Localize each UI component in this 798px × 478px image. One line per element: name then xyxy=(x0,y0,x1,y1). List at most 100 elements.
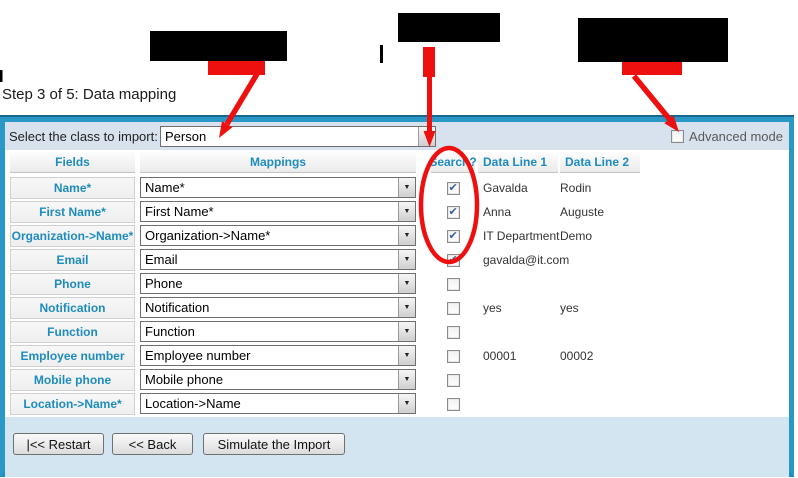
chevron-down-icon: ▼ xyxy=(398,298,415,317)
mapping-select-value: Phone xyxy=(145,276,183,291)
chevron-down-icon: ▼ xyxy=(398,274,415,293)
redaction-tick xyxy=(380,45,383,63)
mapping-select-value: First Name* xyxy=(145,204,214,219)
table-row: Organization->Name* Organization->Name* ▼… xyxy=(5,225,789,247)
data-line-1-cell xyxy=(483,393,559,415)
mapping-select[interactable]: First Name* ▼ xyxy=(140,201,416,222)
chevron-down-icon: ▼ xyxy=(398,394,415,413)
data-line-1-cell: Gavalda xyxy=(483,181,528,195)
advanced-mode-label: Advanced mode xyxy=(689,129,783,144)
data-line-1-cell: IT Department xyxy=(483,229,560,243)
simulate-import-button[interactable]: Simulate the Import xyxy=(203,433,345,455)
chevron-down-icon: ▼ xyxy=(398,322,415,341)
chevron-down-icon: ▼ xyxy=(418,127,435,146)
field-label: Phone xyxy=(10,273,135,295)
data-line-2-cell xyxy=(560,249,640,271)
mapping-table: Fields Mappings Search? Data Line 1 Data… xyxy=(5,150,789,417)
chevron-down-icon: ▼ xyxy=(398,226,415,245)
back-button[interactable]: << Back xyxy=(112,433,193,455)
class-select[interactable]: Person ▼ xyxy=(160,126,436,147)
data-line-2-cell xyxy=(560,393,640,415)
mapping-select[interactable]: Location->Name ▼ xyxy=(140,393,416,414)
mapping-select[interactable]: Phone ▼ xyxy=(140,273,416,294)
mapping-select[interactable]: Employee number ▼ xyxy=(140,345,416,366)
data-line-1-cell: Anna xyxy=(483,205,512,219)
mapping-select[interactable]: Mobile phone ▼ xyxy=(140,369,416,390)
redaction-box-2 xyxy=(398,13,500,42)
column-header-fields: Fields xyxy=(10,152,135,173)
advanced-mode-checkbox[interactable] xyxy=(671,130,685,143)
data-line-2-cell: Demo xyxy=(560,229,593,243)
field-label: Mobile phone xyxy=(10,369,135,391)
restart-button[interactable]: |<< Restart xyxy=(13,433,104,455)
table-row: Mobile phone Mobile phone ▼ xyxy=(5,369,789,391)
panel-top-border xyxy=(0,115,794,122)
search-checkbox[interactable] xyxy=(446,301,460,315)
search-checkbox[interactable] xyxy=(446,205,460,219)
table-row: First Name* First Name* ▼ Anna Auguste xyxy=(5,201,789,223)
column-header-data-line-2: Data Line 2 xyxy=(560,152,640,173)
search-checkbox[interactable] xyxy=(446,277,460,291)
field-label: First Name* xyxy=(10,201,135,223)
table-row: Employee number Employee number ▼ 00001 0… xyxy=(5,345,789,367)
table-row: Name* Name* ▼ Gavalda Rodin xyxy=(5,177,789,199)
column-header-mappings: Mappings xyxy=(140,152,416,173)
field-label: Employee number xyxy=(10,345,135,367)
class-select-value: Person xyxy=(165,129,207,144)
mapping-select-value: Employee number xyxy=(145,348,251,363)
mapping-select[interactable]: Organization->Name* ▼ xyxy=(140,225,416,246)
data-line-2-cell xyxy=(560,369,640,391)
mapping-select-value: Email xyxy=(145,252,178,267)
field-label: Name* xyxy=(10,177,135,199)
chevron-down-icon: ▼ xyxy=(398,202,415,221)
chevron-down-icon: ▼ xyxy=(398,250,415,269)
table-row: Location->Name* Location->Name ▼ xyxy=(5,393,789,415)
data-line-2-cell: 00002 xyxy=(560,349,594,363)
search-checkbox[interactable] xyxy=(446,373,460,387)
column-header-search: Search? xyxy=(429,152,477,173)
data-line-2-cell: Auguste xyxy=(560,205,605,219)
redaction-mark-left-edge xyxy=(0,70,3,82)
mapping-select[interactable]: Email ▼ xyxy=(140,249,416,270)
mapping-select-value: Location->Name xyxy=(145,396,241,411)
mapping-select-value: Organization->Name* xyxy=(145,228,271,243)
mapping-select[interactable]: Notification ▼ xyxy=(140,297,416,318)
data-line-1-cell xyxy=(483,321,559,343)
wizard-footer: |<< Restart << Back Simulate the Import xyxy=(5,417,789,477)
search-checkbox[interactable] xyxy=(446,397,460,411)
mapping-select-value: Function xyxy=(145,324,195,339)
table-row: Email Email ▼ gavalda@it.com xyxy=(5,249,789,271)
search-checkbox[interactable] xyxy=(446,229,460,243)
chevron-down-icon: ▼ xyxy=(398,370,415,389)
data-mapping-panel: Select the class to import: Person ▼ Adv… xyxy=(0,115,794,477)
mapping-select[interactable]: Name* ▼ xyxy=(140,177,416,198)
class-select-label: Select the class to import: xyxy=(9,129,158,144)
table-row: Function Function ▼ xyxy=(5,321,789,343)
search-checkbox[interactable] xyxy=(446,253,460,267)
field-label: Function xyxy=(10,321,135,343)
data-line-1-cell: gavalda@it.com xyxy=(483,253,570,267)
page-title: Step 3 of 5: Data mapping xyxy=(2,86,177,103)
table-row: Notification Notification ▼ yes yes xyxy=(5,297,789,319)
table-row: Phone Phone ▼ xyxy=(5,273,789,295)
search-checkbox[interactable] xyxy=(446,349,460,363)
search-checkbox[interactable] xyxy=(446,181,460,195)
data-line-1-cell xyxy=(483,369,559,391)
search-checkbox[interactable] xyxy=(446,325,460,339)
data-line-2-cell: Rodin xyxy=(560,181,592,195)
mapping-select[interactable]: Function ▼ xyxy=(140,321,416,342)
table-header-row: Fields Mappings Search? Data Line 1 Data… xyxy=(5,152,789,173)
mapping-select-value: Name* xyxy=(145,180,185,195)
mapping-select-value: Notification xyxy=(145,300,210,315)
chevron-down-icon: ▼ xyxy=(398,178,415,197)
field-label: Email xyxy=(10,249,135,271)
red-callout-bar-2 xyxy=(423,47,435,77)
column-header-data-line-1: Data Line 1 xyxy=(478,152,558,173)
field-label: Notification xyxy=(10,297,135,319)
class-selection-bar: Select the class to import: Person ▼ Adv… xyxy=(5,122,789,150)
data-line-2-cell xyxy=(560,273,640,295)
red-callout-rect-3 xyxy=(622,62,682,75)
redaction-box-3 xyxy=(578,18,728,62)
chevron-down-icon: ▼ xyxy=(398,346,415,365)
data-line-1-cell xyxy=(483,273,559,295)
